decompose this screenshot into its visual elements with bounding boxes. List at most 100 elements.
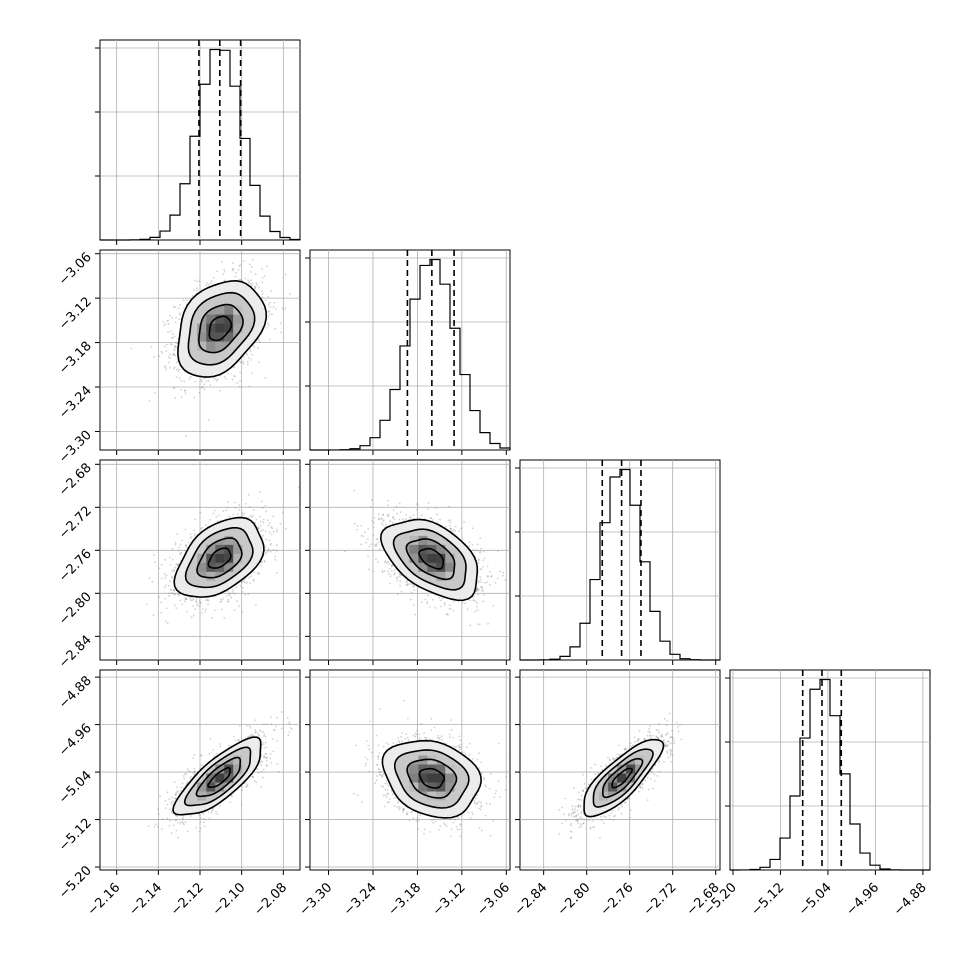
scatter-point — [271, 527, 274, 530]
scatter-point — [170, 802, 173, 805]
scatter-point — [485, 785, 488, 788]
scatter-point — [180, 786, 182, 789]
scatter-point — [360, 524, 363, 527]
scatter-point — [219, 389, 221, 392]
density-cell — [445, 562, 455, 572]
scatter-point — [174, 798, 177, 800]
scatter-point — [198, 814, 201, 817]
scatter-point — [271, 313, 273, 316]
scatter-point — [452, 600, 455, 603]
scatter-point — [405, 733, 408, 735]
scatter-point — [438, 736, 441, 739]
scatter-point — [156, 825, 159, 828]
scatter-point — [246, 363, 249, 366]
scatter-point — [181, 818, 184, 821]
scatter-point — [420, 514, 423, 517]
scatter-point — [239, 360, 242, 363]
scatter-point — [266, 265, 268, 268]
y-tick-label-2-2: −2.76 — [56, 547, 95, 586]
scatter-point — [211, 808, 214, 811]
scatter-point — [199, 821, 202, 824]
scatter-point — [160, 827, 163, 830]
scatter-point — [399, 511, 402, 514]
scatter-panel-3-0 — [95, 669, 301, 875]
scatter-panel-2-1 — [305, 459, 511, 665]
scatter-point — [164, 800, 167, 802]
scatter-point — [171, 343, 174, 346]
scatter-point — [205, 599, 208, 602]
scatter-point — [393, 569, 396, 571]
scatter-point — [265, 764, 268, 767]
scatter-point — [172, 305, 175, 308]
scatter-point — [259, 524, 262, 527]
scatter-point — [249, 726, 252, 729]
scatter-point — [250, 734, 253, 737]
scatter-point — [270, 761, 273, 764]
scatter-point — [209, 737, 212, 740]
scatter-point — [395, 505, 398, 508]
scatter-point — [193, 754, 196, 756]
scatter-point — [471, 811, 474, 814]
scatter-point — [479, 537, 482, 540]
scatter-point — [270, 716, 272, 719]
scatter-point — [260, 760, 262, 763]
scatter-point — [170, 832, 173, 834]
scatter-point — [151, 580, 154, 583]
scatter-point — [494, 581, 497, 584]
scatter-point — [257, 771, 260, 774]
density-cell — [224, 323, 234, 333]
scatter-point — [454, 746, 457, 749]
scatter-point — [400, 590, 403, 593]
scatter-point — [377, 744, 380, 747]
scatter-point — [226, 594, 229, 597]
scatter-point — [254, 729, 257, 732]
scatter-point — [440, 605, 443, 608]
scatter-point — [171, 592, 174, 594]
scatter-point — [410, 591, 413, 594]
y-tick-label-3-4: −4.88 — [56, 673, 95, 712]
scatter-point — [219, 745, 222, 748]
scatter-point — [180, 379, 183, 382]
scatter-point — [267, 549, 269, 551]
scatter-point — [368, 748, 371, 751]
density-cell — [233, 544, 243, 554]
scatter-point — [163, 345, 166, 348]
scatter-point — [169, 580, 171, 582]
histogram-panel-0 — [95, 39, 301, 245]
scatter-point — [365, 740, 368, 742]
scatter-point — [438, 596, 441, 599]
scatter-point — [267, 295, 270, 298]
scatter-point — [228, 592, 231, 595]
scatter-point — [171, 336, 173, 339]
scatter-point — [164, 365, 167, 368]
scatter-point — [170, 330, 172, 333]
scatter-point — [241, 785, 244, 788]
scatter-point — [187, 770, 190, 773]
scatter-point — [200, 754, 203, 757]
scatter-point — [478, 807, 480, 810]
scatter-point — [267, 548, 270, 550]
scatter-point — [199, 827, 202, 830]
scatter-point — [466, 608, 469, 611]
scatter-point — [270, 723, 273, 725]
scatter-point — [164, 558, 166, 561]
scatter-point — [397, 801, 399, 804]
scatter-point — [212, 512, 215, 515]
scatter-point — [175, 563, 178, 566]
scatter-point — [173, 568, 176, 571]
scatter-point — [375, 538, 378, 540]
scatter-point — [365, 762, 367, 765]
density-cell — [197, 562, 207, 572]
scatter-point — [392, 516, 394, 519]
scatter-point — [194, 608, 197, 610]
scatter-point — [255, 781, 258, 784]
scatter-point — [264, 753, 267, 756]
scatter-point — [261, 741, 264, 743]
y-tick-label-1-1: −3.24 — [56, 383, 95, 422]
scatter-point — [378, 518, 380, 521]
scatter-point — [207, 283, 210, 286]
scatter-point — [208, 753, 211, 755]
panel-content — [100, 460, 300, 660]
x-tick-label-3-2: −5.04 — [796, 880, 835, 919]
scatter-point — [202, 813, 205, 815]
